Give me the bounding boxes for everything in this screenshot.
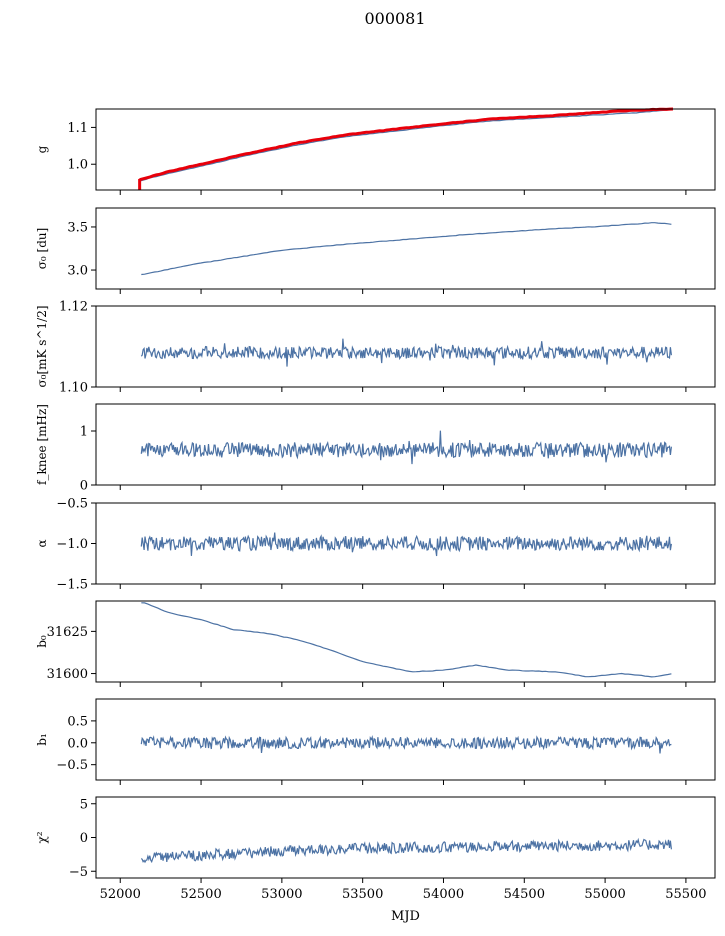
x-tick-label: 54000 [423, 887, 464, 902]
y-axis-label: b₁ [35, 733, 49, 746]
axes-frame [95, 207, 716, 290]
y-tick-label: 0 [80, 479, 88, 494]
axes-frame [95, 600, 716, 683]
y-tick-label: 3.0 [67, 264, 88, 279]
panel-1: 1.0 1.1 g [35, 107, 716, 195]
y-tick-label: −0.5 [56, 497, 88, 512]
y-tick-label: 1.0 [67, 158, 88, 173]
y-axis-label: α [35, 539, 49, 547]
y-axis-label: σ₀[mK s^1/2] [35, 305, 49, 387]
panel-2: 3.0 3.5 σ₀ [du] [35, 207, 716, 294]
x-tick-label: 54500 [504, 887, 545, 902]
series-line-2 [139, 107, 674, 182]
y-tick-label: 1.1 [67, 121, 88, 136]
series-line-1 [140, 837, 672, 864]
y-axis-label: b₀ [35, 635, 49, 648]
y-axis-label: f_knee [mHz] [35, 404, 49, 485]
series-line-1 [140, 735, 672, 754]
series-line-1 [141, 222, 672, 276]
y-axis-label: σ₀ [du] [35, 228, 49, 270]
y-axis-label: g [35, 145, 49, 153]
y-tick-label: 3.5 [67, 220, 88, 235]
axes-frame [95, 796, 716, 879]
x-tick-label: 52500 [180, 887, 221, 902]
panel-7: −0.5 0.0 0.5 b₁ [35, 698, 716, 785]
y-tick-label: 31625 [47, 625, 88, 640]
x-tick-label: 53500 [342, 887, 383, 902]
panel-8: −5 0 5 χ² 52000 52500 53000 53500 54000 54500 5500… [35, 796, 716, 924]
figure-title: 000081 [364, 9, 425, 28]
y-tick-label: 0.5 [67, 714, 88, 729]
y-tick-label: 1.10 [59, 381, 88, 396]
x-tick-label: 55000 [584, 887, 625, 902]
y-tick-label: 31600 [47, 667, 88, 682]
axes-frame [95, 108, 716, 191]
x-tick-label: 55500 [665, 887, 706, 902]
y-tick-label: 1 [80, 425, 88, 440]
x-tick-label: 53000 [261, 887, 302, 902]
panel-3: 1.10 1.12 σ₀[mK s^1/2] [35, 300, 716, 396]
series-line-1 [140, 532, 672, 557]
panel-5: −1.5 −1.0 −0.5 α [35, 497, 716, 593]
y-tick-label: −0.5 [56, 758, 88, 773]
axes-frame [95, 403, 716, 486]
axes-frame [95, 698, 716, 781]
y-tick-label: −1.0 [56, 537, 88, 552]
y-tick-label: 0.0 [67, 736, 88, 751]
x-tick-label: 52000 [100, 887, 141, 902]
y-tick-label: 0 [80, 831, 88, 846]
y-tick-label: −1.5 [56, 578, 88, 593]
x-axis-label: MJD [391, 909, 420, 924]
y-axis-label: χ² [35, 831, 49, 843]
y-tick-label: 5 [80, 797, 88, 812]
y-tick-label: −5 [69, 865, 88, 880]
axes-frame [95, 305, 716, 388]
series-line-1 [140, 430, 672, 465]
panel-4: 0 1 f_knee [mHz] [35, 403, 716, 494]
series-line-1 [141, 602, 672, 678]
series-line-1 [140, 338, 672, 367]
series-line-1 [139, 109, 674, 182]
y-tick-label: 1.12 [59, 300, 88, 315]
